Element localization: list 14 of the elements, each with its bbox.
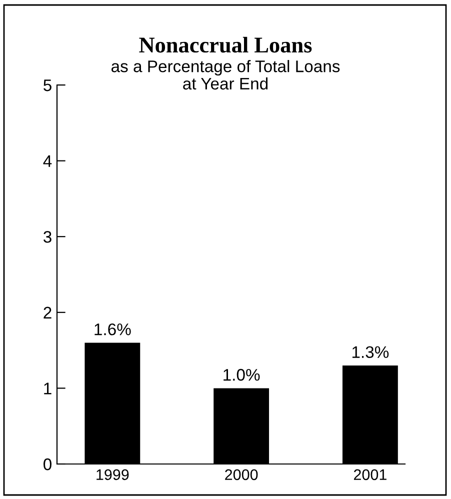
data-label: 1.3% [352,346,389,358]
chart-subtitle: as a Percentage of Total Loans at Year End [111,60,340,90]
chart-title: Nonaccrual Loans [139,36,312,53]
data-label: 1.0% [224,368,260,381]
x-tick-label: 2000 [225,469,258,480]
x-tick-label: 1999 [96,469,129,480]
y-tick-label: 4 [43,155,52,167]
data-label: 1.6% [94,323,131,336]
y-tick-label: 5 [44,80,52,92]
y-tick-label: 3 [44,231,52,243]
x-tick-label: 2001 [354,469,386,480]
y-tick-label: 1 [44,382,52,394]
y-tick-label: 2 [44,306,52,318]
y-tick-label: 0 [44,458,52,470]
